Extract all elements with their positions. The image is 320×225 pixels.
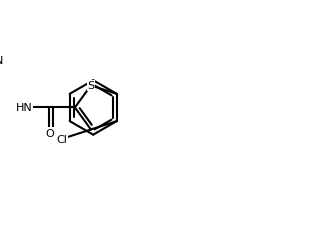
Text: S: S (87, 81, 94, 91)
Text: HN: HN (16, 103, 32, 113)
Text: N: N (0, 56, 3, 66)
Text: Cl: Cl (56, 134, 67, 144)
Text: O: O (45, 128, 54, 138)
